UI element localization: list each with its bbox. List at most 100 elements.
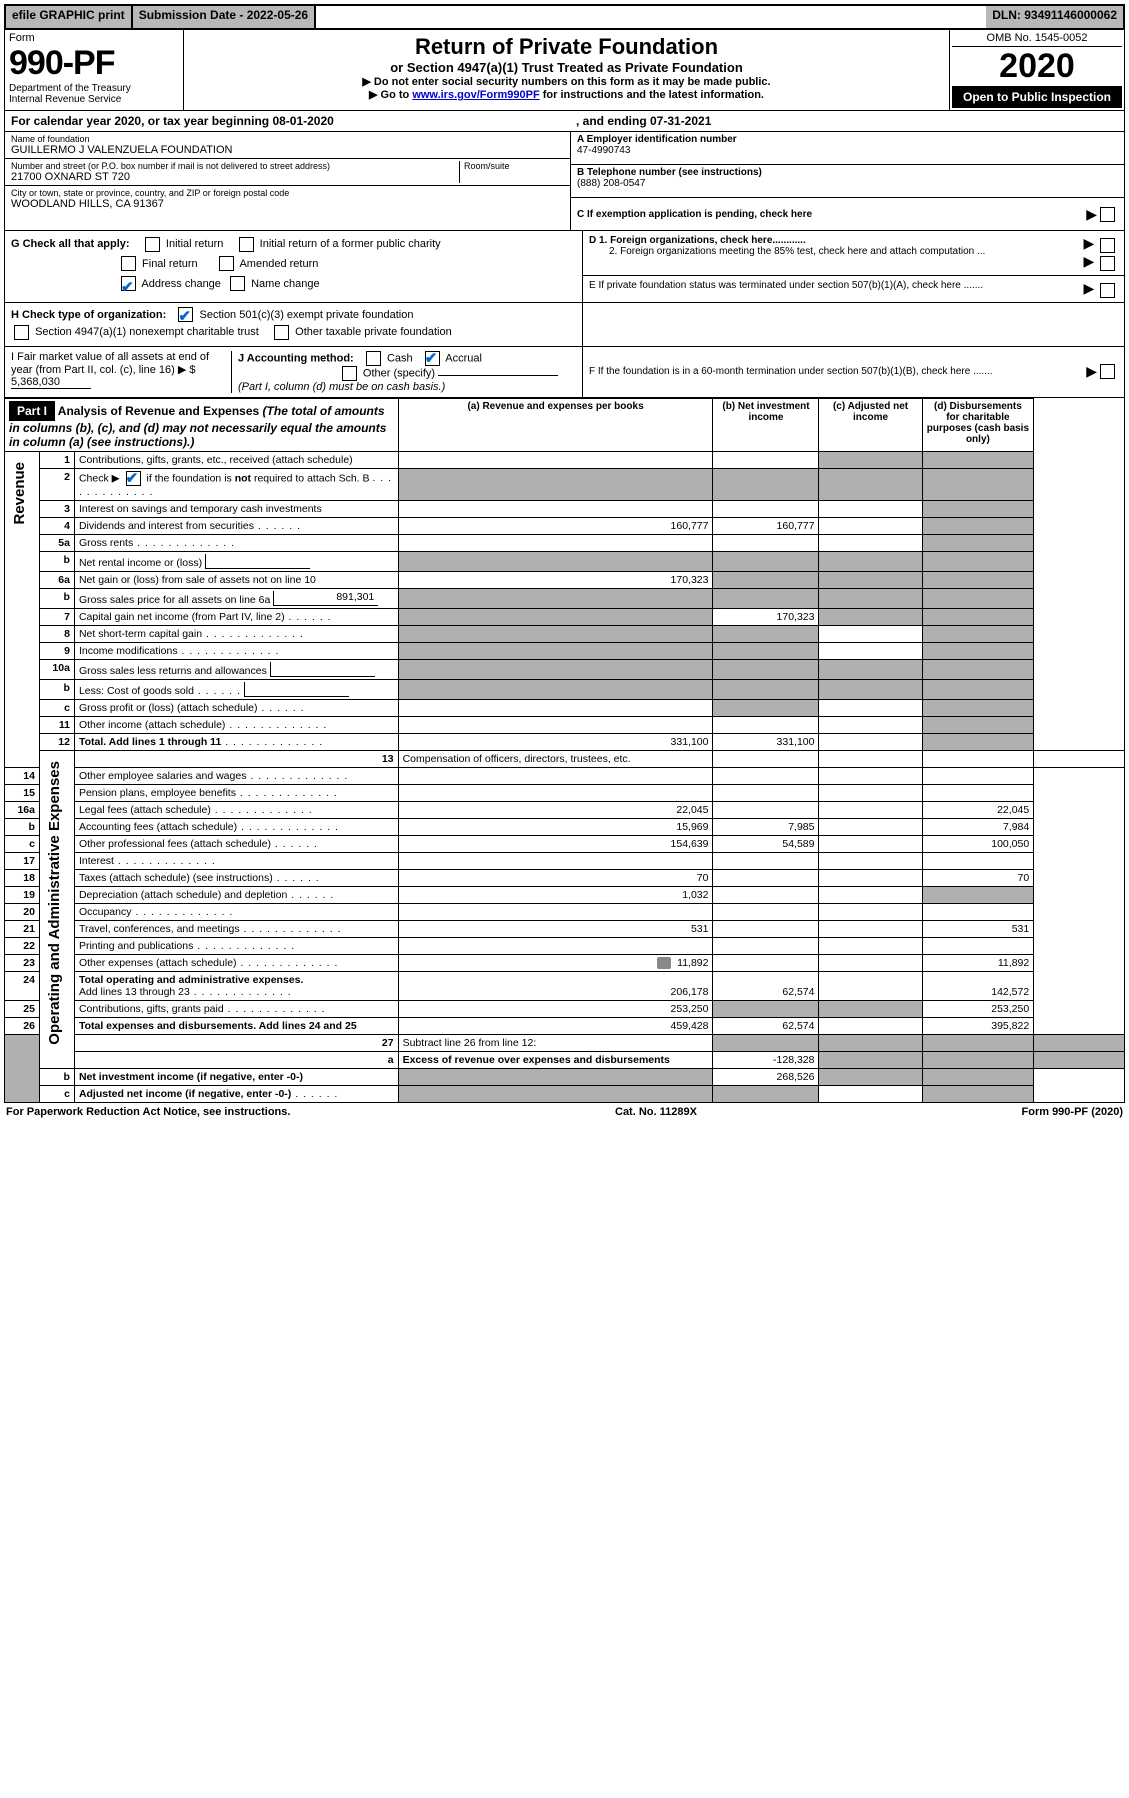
h2-checkbox[interactable] — [14, 325, 29, 340]
final-return-checkbox[interactable] — [121, 256, 136, 271]
r10a-box[interactable] — [270, 662, 375, 677]
r7-text: Capital gain net income (from Part IV, l… — [79, 611, 285, 623]
c-checkbox[interactable] — [1100, 207, 1115, 222]
h-left: H Check type of organization: Section 50… — [5, 303, 583, 346]
instr-2a: ▶ Go to — [369, 89, 412, 101]
h3-checkbox[interactable] — [274, 325, 289, 340]
open-to-public: Open to Public Inspection — [952, 86, 1122, 108]
j-other-checkbox[interactable] — [342, 366, 357, 381]
h1-checkbox[interactable] — [178, 307, 193, 322]
j-other-field[interactable] — [438, 375, 558, 376]
row-11: 11Other income (attach schedule) — [5, 716, 1125, 733]
name-change-checkbox[interactable] — [230, 276, 245, 291]
c-row: C If exemption application is pending, c… — [571, 198, 1124, 230]
r2b: if the foundation is not required to att… — [147, 472, 370, 484]
r5b-box[interactable] — [205, 554, 310, 569]
dln: DLN: 93491146000062 — [986, 6, 1123, 28]
r27a-a: -128,328 — [713, 1051, 819, 1068]
r5b-text: Net rental income or (loss) — [79, 557, 202, 569]
tel-label: B Telephone number (see instructions) — [577, 167, 1118, 178]
r2-checkbox[interactable] — [126, 471, 141, 486]
cy-end: , and ending 07-31-2021 — [576, 114, 1118, 128]
row-20: 20Occupancy — [5, 903, 1125, 920]
r8-text: Net short-term capital gain — [79, 628, 202, 640]
row-2: 2 Check ▶ if the foundation is not requi… — [5, 468, 1125, 500]
top-bar: efile GRAPHIC print Submission Date - 20… — [4, 4, 1125, 30]
f-block: F If the foundation is in a 60-month ter… — [583, 347, 1124, 397]
r7-desc: Capital gain net income (from Part IV, l… — [74, 608, 398, 625]
r10a-desc: Gross sales less returns and allowances — [74, 659, 398, 679]
row-19: 19Depreciation (attach schedule) and dep… — [5, 886, 1125, 903]
r11-text: Other income (attach schedule) — [79, 719, 226, 731]
r24-text: Total operating and administrative expen… — [79, 974, 303, 986]
part1-title-bold: Analysis of Revenue and Expenses — [58, 404, 259, 418]
r10b-desc: Less: Cost of goods sold — [74, 679, 398, 699]
address-change-checkbox[interactable] — [121, 276, 136, 291]
r14-desc: Other employee salaries and wages — [74, 767, 398, 784]
col-d-header: (d) Disbursements for charitable purpose… — [922, 398, 1034, 451]
r5a-desc: Gross rents — [74, 534, 398, 551]
j-accrual-label: Accrual — [445, 352, 482, 364]
row-26: 26Total expenses and disbursements. Add … — [5, 1017, 1125, 1034]
i-value: 5,368,030 — [11, 376, 91, 389]
d2-checkbox[interactable] — [1100, 256, 1115, 271]
header-right: OMB No. 1545-0052 2020 Open to Public In… — [950, 30, 1124, 110]
r18-text: Taxes (attach schedule) (see instruction… — [79, 872, 273, 884]
d1-checkbox[interactable] — [1100, 238, 1115, 253]
h2-label: Section 4947(a)(1) nonexempt charitable … — [35, 326, 259, 338]
initial-former-checkbox[interactable] — [239, 237, 254, 252]
d2-label: 2. Foreign organizations meeting the 85%… — [589, 246, 985, 257]
form990pf-link[interactable]: www.irs.gov/Form990PF — [412, 89, 539, 101]
g-checks: G Check all that apply: Initial return I… — [5, 231, 583, 302]
detail-icon[interactable] — [657, 957, 671, 969]
r16a-text: Legal fees (attach schedule) — [79, 804, 211, 816]
j-cash-checkbox[interactable] — [366, 351, 381, 366]
row-13: Operating and Administrative Expenses 13… — [5, 750, 1125, 767]
r3-desc: Interest on savings and temporary cash i… — [74, 500, 398, 517]
r18-d: 70 — [922, 869, 1034, 886]
r6a-a: 170,323 — [398, 571, 713, 588]
revenue-side-label: Revenue — [9, 454, 30, 533]
r1-desc: Contributions, gifts, grants, etc., rece… — [74, 451, 398, 468]
form-title: Return of Private Foundation — [188, 34, 945, 60]
j-accrual-checkbox[interactable] — [425, 351, 440, 366]
row-6b: bGross sales price for all assets on lin… — [5, 588, 1125, 608]
d-e-checks: D 1. Foreign organizations, check here..… — [583, 231, 1124, 302]
r26-d: 395,822 — [922, 1017, 1034, 1034]
r5a-text: Gross rents — [79, 537, 133, 549]
tel-row: B Telephone number (see instructions) (8… — [571, 165, 1124, 198]
row-24: 24Total operating and administrative exp… — [5, 971, 1125, 1000]
arrow-icon: ▶ — [1086, 363, 1097, 380]
info-left: Name of foundation GUILLERMO J VALENZUEL… — [5, 132, 571, 230]
r12-b: 331,100 — [713, 733, 819, 750]
city-value: WOODLAND HILLS, CA 91367 — [11, 198, 564, 210]
h-block: H Check type of organization: Section 50… — [4, 303, 1125, 347]
initial-return-checkbox[interactable] — [145, 237, 160, 252]
r16c-d: 100,050 — [922, 835, 1034, 852]
r20-text: Occupancy — [79, 906, 132, 918]
r15-text: Pension plans, employee benefits — [79, 787, 236, 799]
f-checkbox[interactable] — [1100, 364, 1115, 379]
col-b-header: (b) Net investment income — [713, 398, 819, 451]
e-label: E If private foundation status was termi… — [589, 280, 1083, 298]
r21-text: Travel, conferences, and meetings — [79, 923, 240, 935]
city-row: City or town, state or province, country… — [5, 186, 570, 212]
r25-a: 253,250 — [398, 1000, 713, 1017]
footer-right: Form 990-PF (2020) — [1022, 1106, 1124, 1118]
r16b-desc: Accounting fees (attach schedule) — [74, 818, 398, 835]
amended-return-checkbox[interactable] — [219, 256, 234, 271]
ij-left: I Fair market value of all assets at end… — [5, 347, 583, 397]
room-label: Room/suite — [464, 161, 564, 171]
row-27: 27Subtract line 26 from line 12: — [5, 1034, 1125, 1051]
addr-value: 21700 OXNARD ST 720 — [11, 171, 459, 183]
r10b-box[interactable] — [244, 682, 349, 697]
e-checkbox[interactable] — [1100, 283, 1115, 298]
r16b-text: Accounting fees (attach schedule) — [79, 821, 237, 833]
name-change-label: Name change — [251, 278, 320, 290]
row-10b: bLess: Cost of goods sold — [5, 679, 1125, 699]
r24b-text: Add lines 13 through 23 — [79, 986, 190, 998]
r17-desc: Interest — [74, 852, 398, 869]
form-subtitle: or Section 4947(a)(1) Trust Treated as P… — [188, 60, 945, 75]
r16b-a: 15,969 — [398, 818, 713, 835]
r5b-desc: Net rental income or (loss) — [74, 551, 398, 571]
